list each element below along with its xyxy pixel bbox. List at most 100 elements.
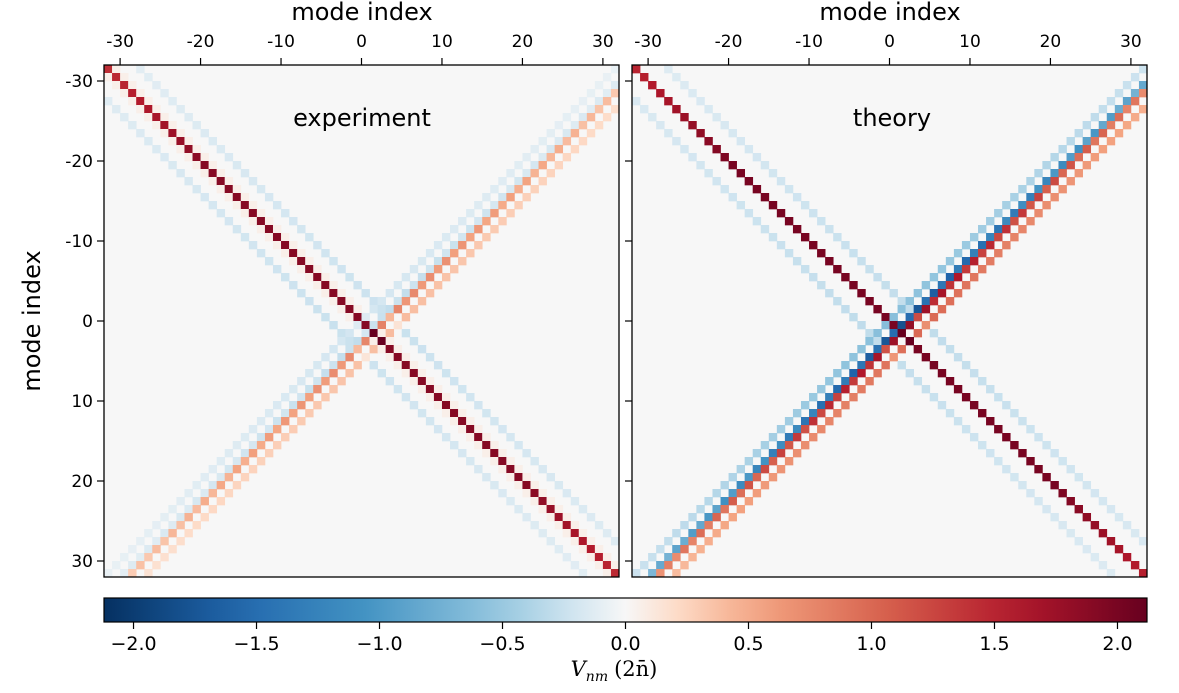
heatmap-cell	[297, 265, 306, 274]
heatmap-cell	[857, 257, 866, 266]
heatmap-cell	[1090, 113, 1100, 122]
heatmap-cell	[602, 561, 612, 570]
heatmap-cell	[176, 137, 185, 146]
heatmap-cell	[1130, 529, 1140, 538]
heatmap-cell	[704, 137, 713, 146]
heatmap-cell	[602, 73, 612, 82]
heatmap-cell	[264, 433, 274, 442]
heatmap-cell	[337, 353, 346, 362]
heatmap-cell	[728, 513, 737, 522]
heatmap-cell	[849, 377, 858, 386]
heatmap-cell	[160, 529, 169, 538]
heatmap-cell	[281, 393, 290, 402]
heatmap-cell	[841, 385, 850, 394]
heatmap-cell	[433, 361, 443, 370]
heatmap-cell	[474, 465, 483, 474]
heatmap-cell	[986, 449, 995, 458]
heatmap-cell	[809, 409, 818, 418]
colorbar: −2.0 −1.5 −1.0 −0.5 0.0 0.5 1.0 1.5 2.0 Vnm (2n̄)	[103, 597, 1148, 685]
x-axis-title-theory: mode index	[819, 0, 960, 26]
heatmap-cell	[994, 233, 1003, 242]
x-ticks-experiment: -30 -20 -10 0 10 20 30	[106, 32, 614, 65]
heatmap-cell	[610, 569, 620, 578]
heatmap-cell	[289, 401, 298, 410]
heatmap-cell	[144, 553, 153, 562]
heatmap-cell	[281, 409, 290, 418]
heatmap-cell	[1034, 497, 1043, 506]
heatmap-cell	[897, 361, 906, 370]
heatmap-cell	[450, 225, 459, 234]
heatmap-cell	[208, 465, 218, 474]
heatmap-cell	[994, 457, 1003, 466]
heatmap-cell	[578, 113, 588, 122]
heatmap-cell	[176, 521, 185, 530]
heatmap-cell	[817, 409, 826, 418]
heatmap-cell	[425, 377, 435, 386]
heatmap-cell	[144, 137, 153, 146]
heatmap-cell	[1090, 521, 1100, 530]
heatmap-cell	[1114, 545, 1124, 554]
heatmap-cell	[248, 449, 258, 458]
heatmap-cell	[216, 497, 226, 506]
heatmap-cell	[1034, 209, 1043, 218]
heatmap-cell	[945, 377, 955, 386]
heatmap-cell	[760, 441, 770, 450]
heatmap-cell	[168, 137, 177, 146]
heatmap-cell	[873, 345, 882, 354]
heatmap-cell	[152, 81, 161, 90]
heatmap-cell	[1058, 169, 1067, 178]
heatmap-cell	[337, 337, 346, 346]
colorbar-tick-label: 1.5	[979, 633, 1009, 655]
heatmap-cell	[809, 433, 818, 442]
heatmap-cell	[632, 569, 641, 578]
heatmap-cell	[680, 521, 689, 530]
heatmap-cell	[768, 169, 778, 178]
heatmap-cell	[240, 449, 250, 458]
heatmap-cell	[192, 505, 201, 514]
heatmap-cell	[610, 105, 620, 114]
heatmap-cell	[688, 153, 697, 162]
heatmap-cell	[594, 81, 604, 90]
heatmap-cell	[281, 433, 290, 442]
heatmap-cell	[208, 505, 218, 514]
heatmap-cell	[978, 377, 987, 386]
heatmap-cell	[897, 321, 906, 330]
heatmap-cell	[825, 417, 834, 426]
heatmap-cell	[208, 169, 218, 178]
heatmap-cell	[232, 161, 242, 170]
heatmap-cell	[953, 385, 963, 394]
heatmap-cell	[857, 369, 866, 378]
heatmap-cell	[248, 217, 258, 226]
heatmap-cell	[289, 425, 298, 434]
heatmap-cell	[514, 505, 523, 514]
heatmap-cell	[297, 393, 306, 402]
heatmap-cell	[610, 81, 620, 90]
heatmap-cell	[744, 177, 754, 186]
heatmap-cell	[961, 425, 971, 434]
heatmap-cell	[450, 401, 459, 410]
heatmap-cell	[736, 489, 746, 498]
heatmap-cell	[865, 337, 874, 346]
heatmap-cell	[160, 537, 169, 546]
heatmap-cell	[313, 385, 322, 394]
heatmap-cell	[889, 289, 898, 298]
heatmap-cell	[1090, 489, 1100, 498]
heatmap-cell	[1130, 89, 1140, 98]
heatmap-cell	[1026, 193, 1035, 202]
heatmap-cell	[466, 433, 475, 442]
heatmap-cell	[313, 265, 322, 274]
heatmap-cell	[712, 529, 721, 538]
heatmap-cell	[672, 545, 681, 554]
heatmap-cell	[720, 481, 729, 490]
heatmap-cell	[417, 409, 427, 418]
heatmap-cell	[232, 193, 242, 202]
heatmap-cell	[784, 457, 794, 466]
panel-title-experiment: experiment	[293, 104, 431, 132]
heatmap-cell	[104, 65, 113, 74]
heatmap-cell	[929, 361, 939, 370]
heatmap-cell	[329, 361, 338, 370]
heatmap-cell	[474, 217, 483, 226]
heatmap-cell	[1050, 193, 1059, 202]
heatmap-cell	[809, 241, 818, 250]
heatmap-cells-experiment	[104, 65, 620, 578]
